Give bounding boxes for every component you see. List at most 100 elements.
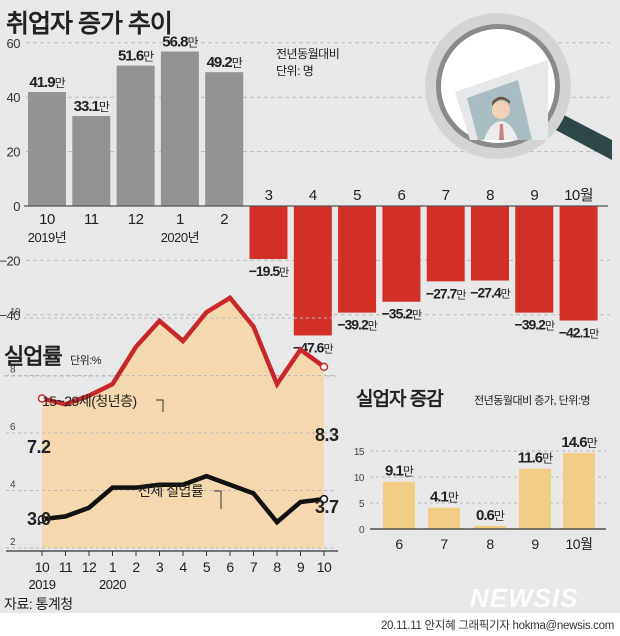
bar <box>559 206 598 321</box>
bar-value-label: −27.4만 <box>470 285 510 301</box>
bar <box>28 92 66 206</box>
bar <box>563 453 595 529</box>
y-tick: 0 <box>13 199 20 214</box>
unit-note: 단위: 명 <box>276 64 313 78</box>
bar-value-label: −35.2만 <box>382 306 422 322</box>
x-tick: 10월 <box>564 187 593 204</box>
y-tick: 10 <box>10 307 21 318</box>
bar-value-label: 9.1만 <box>385 463 414 480</box>
x-tick: 9 <box>297 559 305 575</box>
bar <box>515 206 554 313</box>
x-tick: 1 <box>109 559 117 575</box>
youth-line <box>41 294 326 407</box>
x-tick: 12 <box>82 559 97 575</box>
x-tick: 2 <box>220 211 228 228</box>
x-tick: 10 <box>39 211 55 228</box>
bar <box>338 206 377 313</box>
bar <box>249 206 288 260</box>
x-tick: 10 <box>35 559 50 575</box>
x-tick: 9 <box>531 536 539 552</box>
footer-strip <box>0 613 620 636</box>
y-tick: 5 <box>359 499 365 510</box>
bar <box>293 206 332 336</box>
x-tick: 5 <box>353 187 361 204</box>
endpoint-marker <box>319 362 329 372</box>
watermark-logo: NEWSIS <box>470 583 579 613</box>
bar-value-label: 11.6만 <box>518 450 553 467</box>
youth-callout: 15~29세(청년층) <box>42 393 137 409</box>
year-label: 2019 <box>29 577 56 592</box>
x-tick: 9 <box>530 187 538 204</box>
bar <box>116 65 155 206</box>
year-label: 2019년 <box>28 230 66 245</box>
employment-chart-title: 취업자 증가 추이 <box>6 10 172 38</box>
x-tick: 10 <box>317 559 332 575</box>
x-tick: 1 <box>176 211 184 228</box>
bar <box>426 206 465 282</box>
total-start-label: 3.0 <box>27 509 51 529</box>
y-tick: 6 <box>10 422 16 433</box>
unit-note: 전년동월대비 증가, 단위:명 <box>474 394 590 407</box>
credit-line: 20.11.11 안지혜 그래픽기자 hokma@newsis.com <box>380 620 614 632</box>
bar <box>471 206 509 281</box>
unemployment-rate-chart: 실업률 단위:% 2 4 6 8 10 7.2 8.3 3.0 3.7 15~29세(청년층) 전체 실… <box>4 294 340 592</box>
x-tick: 11 <box>84 211 99 228</box>
year-label: 2020 <box>99 577 126 592</box>
bar <box>519 468 551 529</box>
bar-value-label: 51.6만 <box>118 48 154 65</box>
youth-start-label: 7.2 <box>27 437 51 457</box>
x-tick: 4 <box>179 559 187 575</box>
unemployed-change-title: 실업자 증감 <box>356 388 444 410</box>
bar <box>428 507 460 529</box>
total-callout: 전체 실업률 <box>138 483 204 499</box>
bar-value-label: −19.5만 <box>249 263 289 279</box>
x-tick: 7 <box>442 187 450 204</box>
x-tick: 8 <box>486 536 494 552</box>
y-tick: 8 <box>10 365 16 376</box>
bar-value-label: 49.2만 <box>207 54 243 71</box>
x-tick: 12 <box>128 211 144 228</box>
bar <box>383 481 415 529</box>
y-tick: 20 <box>7 145 21 160</box>
x-tick: 8 <box>486 187 494 204</box>
bar <box>382 206 421 302</box>
endpoint-marker <box>37 515 47 524</box>
bar-value-label: −39.2만 <box>337 317 377 333</box>
total-end-label: 3.7 <box>315 497 339 517</box>
x-tick: 5 <box>203 559 211 575</box>
y-tick: −20 <box>0 253 20 268</box>
y-tick: 0 <box>359 525 365 536</box>
source-label: 자료: 통계청 <box>4 596 73 612</box>
y-tick: −40 <box>0 308 20 323</box>
y-tick: 60 <box>7 36 21 51</box>
x-tick: 7 <box>440 536 448 552</box>
x-tick: 10월 <box>566 536 593 552</box>
x-tick: 4 <box>309 187 317 204</box>
youth-end-label: 8.3 <box>315 425 339 445</box>
x-tick: 8 <box>273 559 281 575</box>
x-tick: 6 <box>226 559 234 575</box>
bar-value-label: −39.2만 <box>515 317 555 333</box>
endpoint-marker <box>319 494 329 504</box>
x-tick: 3 <box>265 187 273 204</box>
total-line <box>41 473 325 526</box>
bar <box>72 115 111 206</box>
x-tick: 3 <box>156 559 164 575</box>
bar-value-label: 4.1만 <box>430 489 459 506</box>
year-label: 2020년 <box>161 230 199 245</box>
bar-value-label: 41.9만 <box>29 74 65 91</box>
bar <box>205 72 244 207</box>
y-tick: 2 <box>10 537 16 548</box>
bar-value-label: −42.1만 <box>559 325 599 341</box>
y-tick: 15 <box>354 447 365 458</box>
bar <box>160 51 199 207</box>
bar-value-label: 0.6만 <box>476 507 505 524</box>
x-tick: 6 <box>397 187 405 204</box>
bar-value-label: 14.6만 <box>561 434 597 451</box>
x-tick: 2 <box>132 559 140 575</box>
y-tick: 40 <box>7 90 21 105</box>
unemployment-rate-title: 실업률 <box>4 344 62 369</box>
